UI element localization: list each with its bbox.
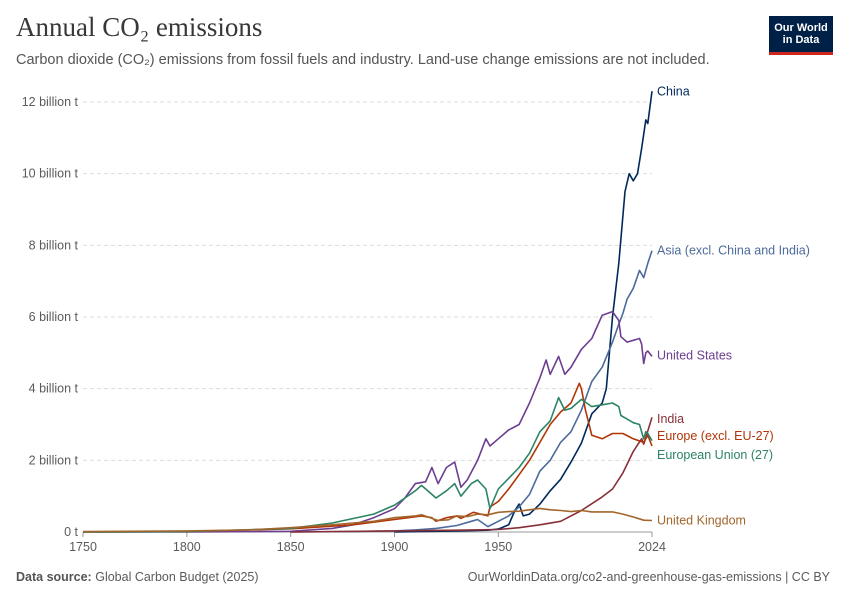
series-label-china: China: [657, 84, 690, 98]
x-axis: 1750 1800 1850 1900 1950 2024: [69, 531, 666, 554]
y-axis-ticks: 0 t 2 billion t 4 billion t 6 billion t 8 bi…: [22, 95, 79, 539]
series-label-india: India: [657, 412, 684, 426]
data-source-value[interactable]: Global Carbon Budget (2025): [95, 570, 259, 584]
series-label-european-union-27: European Union (27): [657, 448, 773, 462]
owid-logo[interactable]: Our World in Data: [769, 16, 833, 55]
series-line-europe-excl-eu-27: [82, 382, 653, 533]
y-tick-label: 12 billion t: [22, 95, 79, 109]
series-lines: [82, 91, 653, 533]
x-tick-label: 2024: [638, 540, 666, 554]
series-line-united-kingdom: [82, 507, 653, 533]
x-tick-label: 1900: [381, 540, 409, 554]
chart-subtitle: Carbon dioxide (CO₂) emissions from foss…: [16, 52, 710, 68]
series-label-united-kingdom: United Kingdom: [657, 514, 746, 528]
credit-link[interactable]: OurWorldinData.org/co2-and-greenhouse-ga…: [467, 570, 830, 584]
chart-title: Annual CO₂ emissions: [16, 12, 263, 42]
gridlines: [83, 101, 652, 461]
series-line-european-union-27: [82, 396, 653, 533]
series-label-europe-excl-eu-27: Europe (excl. EU-27): [657, 429, 774, 443]
x-tick-label: 1800: [173, 540, 201, 554]
logo-line-2: in Data: [782, 34, 820, 46]
series-line-asia-excl-china-and-india: [290, 250, 653, 533]
y-tick-label: 10 billion t: [22, 167, 79, 181]
x-tick-label: 1850: [277, 540, 305, 554]
series-labels: China Asia (excl. China and India) United …: [657, 84, 810, 527]
logo-line-1: Our World: [774, 22, 828, 34]
series-line-united-states: [83, 310, 653, 533]
y-tick-label: 0 t: [64, 525, 78, 539]
series-line-china: [394, 91, 653, 533]
series-label-united-states: United States: [657, 348, 732, 362]
y-tick-label: 2 billion t: [29, 453, 79, 467]
y-tick-label: 6 billion t: [29, 310, 79, 324]
x-tick-label: 1750: [69, 540, 97, 554]
x-tick-label: 1950: [484, 540, 512, 554]
data-source-label: Data source:: [16, 570, 92, 584]
y-tick-label: 4 billion t: [29, 382, 79, 396]
data-source: Data source: Global Carbon Budget (2025): [16, 570, 259, 584]
series-label-asia-excl-china-and-india: Asia (excl. China and India): [657, 244, 810, 258]
y-tick-label: 8 billion t: [29, 238, 79, 252]
